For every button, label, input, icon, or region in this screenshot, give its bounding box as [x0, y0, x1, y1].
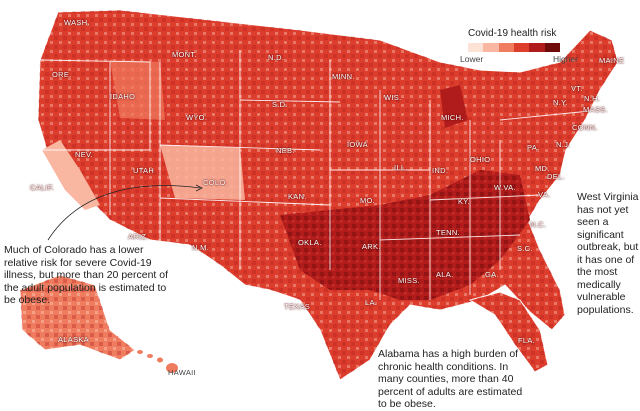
legend-high-label: Higher: [552, 54, 578, 64]
state-label-mich: MICH.: [441, 113, 464, 122]
state-label-md: MD.: [535, 164, 550, 173]
state-label-pa: PA.: [527, 143, 540, 152]
state-label-calif: CALIF.: [30, 183, 55, 192]
legend-swatch-4: [513, 43, 530, 52]
state-label-minn: MINN.: [332, 72, 355, 81]
state-label-nc: N.C.: [530, 220, 547, 229]
state-label-sd: S.D.: [272, 100, 288, 109]
south-dark-texture: [280, 170, 530, 300]
annotation-alabama: Alabama has a high burden of chronic hea…: [378, 348, 523, 410]
state-label-wva: W.VA.: [494, 183, 516, 192]
legend-swatch-3: [498, 43, 514, 52]
state-label-mass: MASS.: [583, 105, 608, 114]
state-label-alaska: ALASKA: [58, 335, 89, 344]
state-label-maine: MAINE: [599, 56, 625, 65]
state-label-ny: N.Y.: [553, 98, 568, 107]
state-label-nj: N.J.: [556, 140, 571, 149]
state-label-kan: KAN.: [288, 192, 307, 201]
state-label-ohio: OHIO: [470, 155, 491, 164]
state-label-mo: MO.: [360, 196, 376, 205]
legend-title: Covid-19 health risk: [468, 28, 557, 39]
state-label-mont: MONT.: [172, 50, 197, 59]
state-label-wash: WASH.: [64, 18, 90, 27]
state-label-nh: N.H.: [584, 94, 601, 103]
state-label-nm: N.M.: [192, 243, 210, 252]
state-label-wis: WIS.: [384, 93, 402, 102]
legend-swatch-2: [483, 43, 499, 52]
state-label-vt: VT.: [571, 84, 583, 93]
state-label-ill: ILL.: [394, 163, 408, 172]
state-label-texas: TEXAS: [284, 302, 311, 311]
state-label-ala: ALA.: [436, 270, 454, 279]
state-label-colo: COLO.: [203, 178, 228, 187]
legend: Covid-19 health risk Lower Higher: [460, 28, 578, 64]
legend-swatch-6: [544, 43, 560, 52]
legend-low-label: Lower: [460, 54, 484, 64]
state-label-hawaii: HAWAII: [168, 368, 196, 377]
legend-swatch-1: [468, 43, 484, 52]
state-label-neb: NEB.: [276, 146, 295, 155]
hawaii-islands: [137, 350, 178, 373]
state-label-ariz: ARIZ.: [128, 232, 149, 241]
mountain-light-region: [110, 60, 165, 120]
annotation-colorado: Much of Colorado has a lower relative ri…: [4, 244, 169, 306]
state-label-ind: IND.: [432, 166, 449, 175]
state-label-wyo: WYO.: [186, 113, 208, 122]
colorado-leader-arrow: [195, 184, 203, 192]
state-label-miss: MISS.: [398, 276, 420, 285]
state-label-ore: ORE.: [52, 70, 72, 79]
state-label-tenn: TENN.: [436, 228, 460, 237]
state-label-nev: NEV.: [75, 150, 94, 159]
legend-swatch-5: [529, 43, 545, 52]
state-label-la: LA.: [365, 298, 378, 307]
state-label-iowa: IOWA: [347, 140, 368, 149]
state-label-idaho: IDAHO: [110, 92, 136, 101]
state-label-va: VA.: [538, 190, 551, 199]
state-label-del: DEL.: [547, 172, 565, 181]
state-label-conn: CONN.: [572, 123, 598, 132]
state-label-okla: OKLA.: [298, 238, 322, 247]
state-label-fla: FLA.: [518, 336, 536, 345]
michigan-dark-region: [440, 85, 468, 128]
state-label-sc: S.C.: [517, 244, 533, 253]
state-label-utah: UTAH: [133, 166, 155, 175]
west-light-region: [42, 140, 100, 210]
contiguous-us-texture: [38, 10, 618, 380]
state-label-ky: KY.: [458, 197, 471, 206]
legend-color-scale: [468, 43, 560, 52]
state-label-ga: GA.: [485, 270, 499, 279]
state-borders: [39, 50, 601, 300]
colorado-leader-line: [47, 185, 201, 241]
annotation-west-virginia: West Virginia has not yet seen a signifi…: [577, 191, 639, 316]
state-label-nd: N.D.: [268, 53, 285, 62]
state-label-ark: ARK.: [362, 242, 381, 251]
